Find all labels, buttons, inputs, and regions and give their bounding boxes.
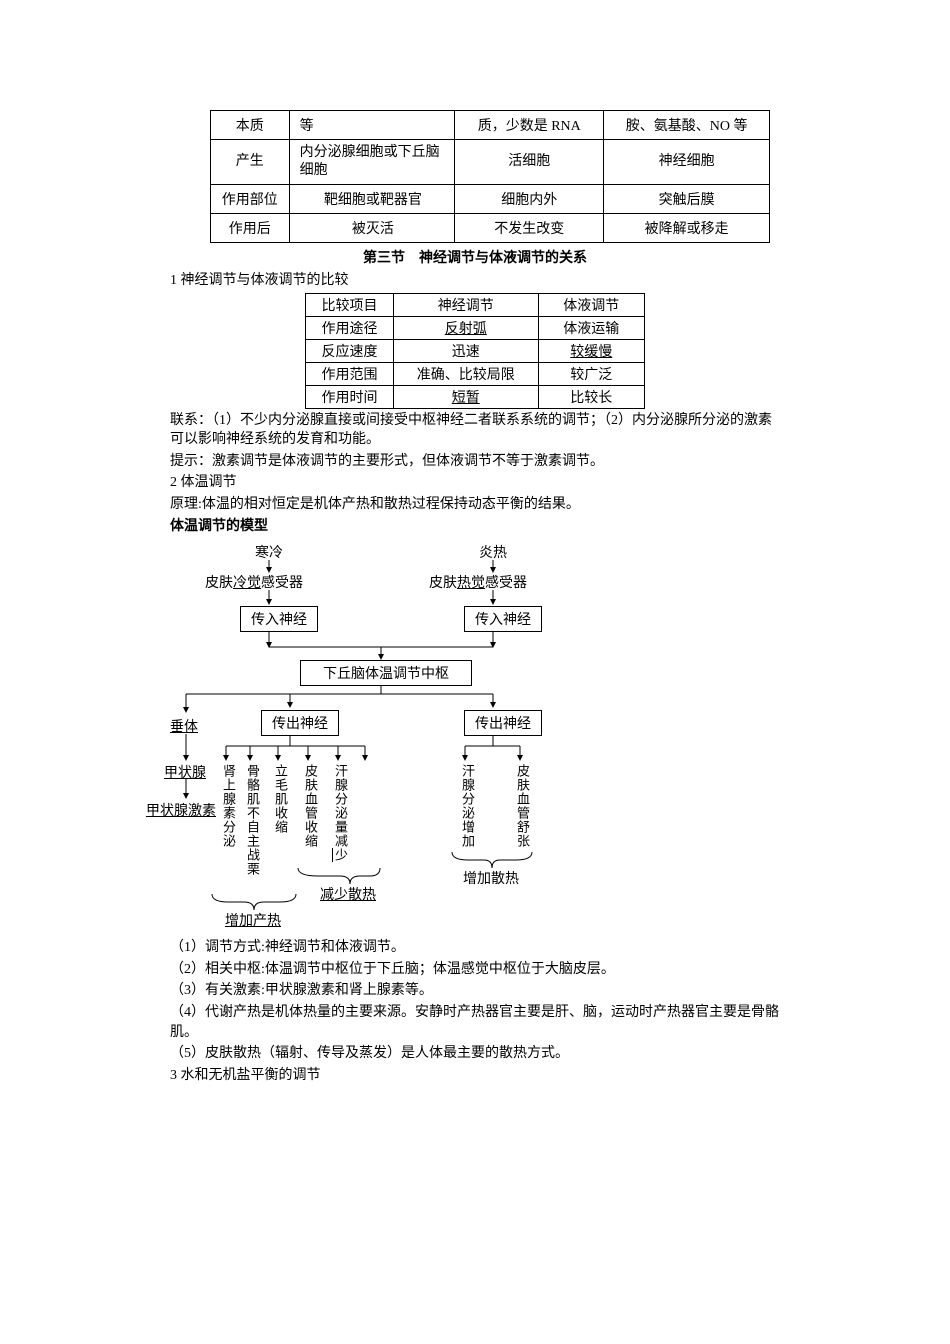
table-row: 作用部位 靶细胞或靶器官 细胞内外 突触后膜	[211, 185, 770, 214]
para-model-title: 体温调节的模型	[170, 517, 780, 537]
para-principle: 原理:体温的相对恒定是机体产热和散热过程保持动态平衡的结果。	[170, 495, 780, 515]
table-row: 作用途径 反射弧 体液运输	[306, 316, 645, 339]
cell: 不发生改变	[455, 214, 604, 243]
cell-text: 较缓慢	[570, 345, 612, 360]
label-hot: 炎热	[479, 542, 507, 562]
cell: 较缓慢	[538, 339, 645, 362]
heading-2: 2 体温调节	[170, 473, 780, 493]
cell: 细胞内外	[455, 185, 604, 214]
table-row: 产生 内分泌腺细胞或下丘脑细胞 活细胞 神经细胞	[211, 140, 770, 185]
cell: 靶细胞或靶器官	[289, 185, 455, 214]
box-center: 下丘脑体温调节中枢	[300, 660, 472, 686]
box-afferent-left: 传入神经	[240, 606, 318, 632]
box-afferent-right: 传入神经	[464, 606, 542, 632]
label-adrenaline: 肾上腺素分泌	[219, 764, 238, 848]
label-vasodilation: 皮肤血管舒张	[513, 764, 532, 848]
table-row: 作用时间 短暂 比较长	[306, 385, 645, 408]
section-title: 第三节 神经调节与体液调节的关系	[170, 247, 780, 267]
cell: 体液运输	[538, 316, 645, 339]
cell: 神经细胞	[604, 140, 770, 185]
cell: 被降解或移走	[604, 214, 770, 243]
cell: 作用部位	[211, 185, 290, 214]
label-cold: 寒冷	[255, 542, 283, 562]
label-sweat-more: 汗腺分泌增加	[458, 764, 477, 848]
cell: 准确、比较局限	[394, 362, 539, 385]
table-substance-compare: 本质 等 质，少数是 RNA 胺、氨基酸、NO 等 产生 内分泌腺细胞或下丘脑细…	[210, 110, 770, 243]
table-regulation-compare: 比较项目 神经调节 体液调节 作用途径 反射弧 体液运输 反应速度 迅速 较缓慢…	[305, 293, 645, 409]
label-reduce-heat-loss: 减少散热	[320, 884, 376, 904]
cell: 比较项目	[306, 293, 394, 316]
label-pilomotor: 立毛肌收缩	[271, 764, 290, 834]
table-row: 作用范围 准确、比较局限 较广泛	[306, 362, 645, 385]
cell: 体液调节	[538, 293, 645, 316]
cell: 活细胞	[455, 140, 604, 185]
label-vasoconstriction: 皮肤血管收缩	[301, 764, 320, 848]
footer-p2: （2）相关中枢:体温调节中枢位于下丘脑；体温感觉中枢位于大脑皮层。	[170, 960, 780, 980]
para-tip: 提示：激素调节是体液调节的主要形式，但体液调节不等于激素调节。	[170, 452, 780, 472]
cell: 胺、氨基酸、NO 等	[604, 111, 770, 140]
box-efferent-right: 传出神经	[464, 710, 542, 736]
cell-text: 反射弧	[445, 322, 487, 337]
cell: 作用范围	[306, 362, 394, 385]
table-row: 作用后 被灭活 不发生改变 被降解或移走	[211, 214, 770, 243]
cell: 内分泌腺细胞或下丘脑细胞	[289, 140, 455, 185]
footer-p1: （1）调节方式:神经调节和体液调节。	[170, 938, 780, 958]
cell: 作用后	[211, 214, 290, 243]
heading-3: 3 水和无机盐平衡的调节	[170, 1066, 780, 1086]
footer-p4: （4）代谢产热是机体热量的主要来源。安静时产热器官主要是肝、脑，运动时产热器官主…	[170, 1003, 780, 1042]
cell: 作用时间	[306, 385, 394, 408]
cell: 本质	[211, 111, 290, 140]
cell: 被灭活	[289, 214, 455, 243]
label-cold-receptor: 皮肤皮肤冷觉感受器冷觉感受器	[205, 572, 303, 592]
label-sweat-less: 汗腺分泌量减少	[331, 764, 350, 862]
temperature-diagram: 寒冷 炎热 皮肤皮肤冷觉感受器冷觉感受器 皮肤热觉感受器 传入神经 传入神经 下…	[170, 542, 610, 932]
diagram-svg	[170, 542, 610, 932]
cell: 等	[289, 111, 455, 140]
footer-p3: （3）有关激素:甲状腺激素和肾上腺素等。	[170, 981, 780, 1001]
cell: 较广泛	[538, 362, 645, 385]
cell: 短暂	[394, 385, 539, 408]
cell: 反应速度	[306, 339, 394, 362]
para-link: 联系：（1）不少内分泌腺直接或间接受中枢神经二者联系系统的调节；（2）内分泌腺所…	[170, 411, 780, 450]
label-increase-heat-prod: 增加产热	[225, 910, 281, 930]
cell: 比较长	[538, 385, 645, 408]
cell: 作用途径	[306, 316, 394, 339]
cell: 突触后膜	[604, 185, 770, 214]
cell: 质，少数是 RNA	[455, 111, 604, 140]
label-hot-receptor: 皮肤热觉感受器	[429, 572, 527, 592]
box-efferent-left: 传出神经	[261, 710, 339, 736]
label-increase-heat-loss: 增加散热	[463, 868, 519, 888]
label-thyroid-hormone: 甲状腺激素	[146, 800, 216, 820]
cell: 产生	[211, 140, 290, 185]
table-row: 比较项目 神经调节 体液调节	[306, 293, 645, 316]
cell: 反射弧	[394, 316, 539, 339]
label-skeletal: 骨骼肌不自主战栗	[243, 764, 262, 876]
table-row: 本质 等 质，少数是 RNA 胺、氨基酸、NO 等	[211, 111, 770, 140]
label-pituitary: 垂体	[170, 716, 198, 736]
page: 本质 等 质，少数是 RNA 胺、氨基酸、NO 等 产生 内分泌腺细胞或下丘脑细…	[0, 0, 950, 1137]
heading-1: 1 神经调节与体液调节的比较	[170, 271, 780, 291]
table-row: 反应速度 迅速 较缓慢	[306, 339, 645, 362]
footer-p5: （5）皮肤散热（辐射、传导及蒸发）是人体最主要的散热方式。	[170, 1044, 780, 1064]
cell: 神经调节	[394, 293, 539, 316]
label-thyroid: 甲状腺	[164, 762, 206, 782]
cell: 迅速	[394, 339, 539, 362]
cell-text: 短暂	[452, 391, 480, 406]
